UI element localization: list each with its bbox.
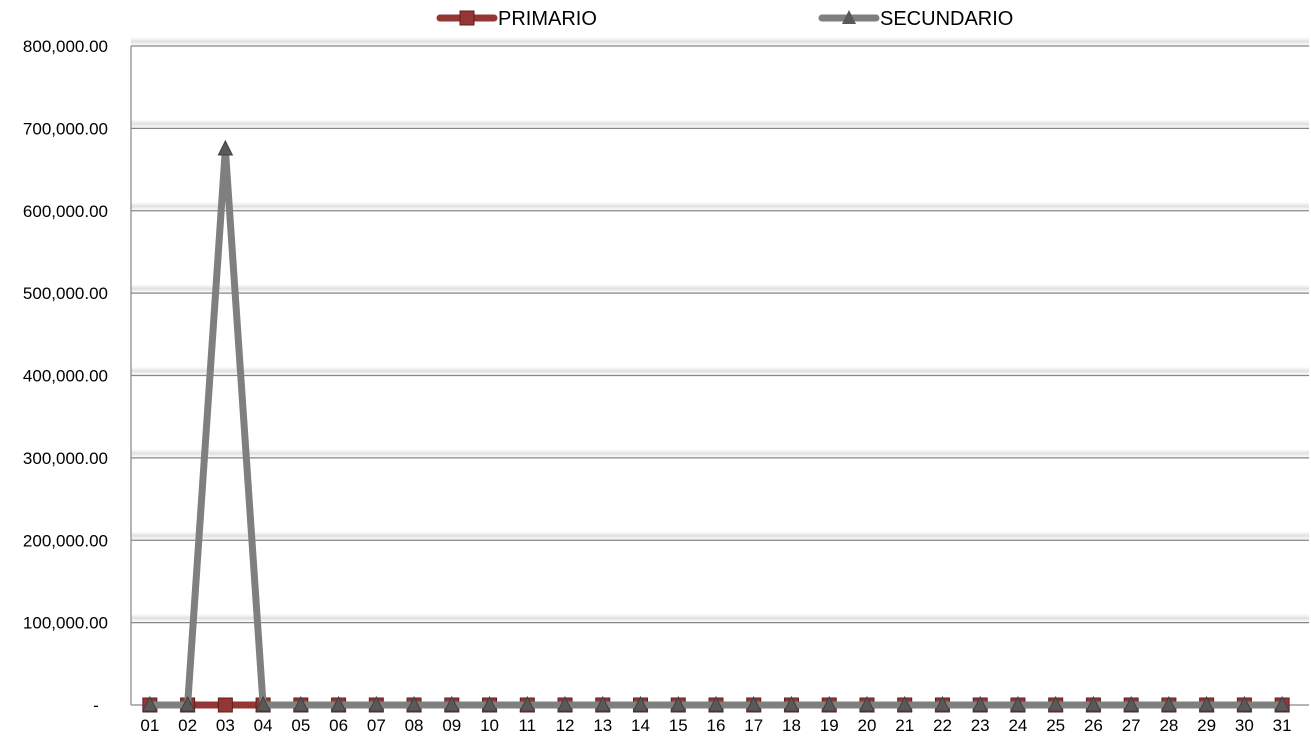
x-tick-label: 31: [1273, 716, 1292, 735]
y-tick-label: 400,000.00: [23, 367, 108, 386]
x-tick-label: 05: [291, 716, 310, 735]
data-point-secundario: [594, 695, 611, 712]
data-point-secundario: [519, 695, 536, 712]
data-point-secundario: [443, 695, 460, 712]
data-point-secundario: [783, 695, 800, 712]
data-point-secundario: [142, 695, 158, 712]
gridline-shadow: [131, 613, 1309, 623]
data-point-secundario: [1010, 695, 1026, 712]
y-axis-tick-labels: - 100,000.00 200,000.00 300,000.00 400,000.0…: [23, 37, 108, 715]
gridline-shadow: [131, 284, 1309, 294]
data-point-secundario: [670, 695, 687, 712]
data-point-secundario: [1085, 695, 1102, 712]
x-tick-label: 03: [216, 716, 235, 735]
data-point-secundario: [217, 139, 234, 156]
data-point-secundario: [255, 695, 271, 712]
data-point-secundario: [821, 695, 838, 712]
data-point-secundario: [1236, 695, 1253, 712]
data-point-secundario: [632, 695, 649, 712]
x-tick-label: 04: [254, 716, 273, 735]
x-tick-label: 23: [971, 716, 990, 735]
y-tick-label: -: [93, 696, 99, 715]
y-tick-label: 200,000.00: [23, 531, 108, 550]
legend: PRIMARIO SECUNDARIO: [436, 8, 1013, 30]
data-point-secundario: [1198, 695, 1215, 712]
data-point-secundario: [896, 695, 913, 712]
x-tick-label: 16: [707, 716, 726, 735]
x-tick-label: 02: [178, 716, 197, 735]
x-tick-label: 21: [895, 716, 914, 735]
gridlines: [131, 37, 1309, 624]
gridline-shadow: [131, 366, 1309, 376]
x-tick-label: 30: [1235, 716, 1254, 735]
data-point-secundario: [708, 695, 724, 712]
data-point-secundario: [1123, 695, 1139, 712]
x-tick-label: 01: [140, 716, 159, 735]
legend-marker-primario: [459, 10, 475, 26]
data-point-secundario: [330, 695, 347, 712]
x-tick-label: 11: [518, 716, 536, 735]
x-tick-label: 29: [1197, 716, 1216, 735]
x-tick-label: 14: [631, 716, 650, 735]
data-point-secundario: [859, 695, 875, 712]
x-tick-label: 08: [405, 716, 424, 735]
x-tick-label: 25: [1046, 716, 1065, 735]
data-point-primario: [217, 697, 233, 713]
y-tick-label: 500,000.00: [23, 284, 108, 303]
y-tick-label: 100,000.00: [23, 614, 108, 633]
y-tick-label: 700,000.00: [23, 119, 108, 138]
x-tick-label: 15: [669, 716, 688, 735]
y-tick-label: 800,000.00: [23, 37, 108, 56]
gridline-shadow: [131, 37, 1309, 46]
y-tick-label: 600,000.00: [23, 202, 108, 221]
gridline-shadow: [131, 201, 1309, 211]
data-point-secundario: [179, 695, 196, 712]
legend-label-secundario: SECUNDARIO: [880, 8, 1013, 30]
x-tick-label: 19: [820, 716, 839, 735]
x-tick-label: 20: [858, 716, 877, 735]
x-tick-label: 18: [782, 716, 801, 735]
x-tick-label: 13: [593, 716, 612, 735]
x-tick-label: 07: [367, 716, 386, 735]
data-point-secundario: [481, 695, 498, 712]
x-tick-label: 26: [1084, 716, 1103, 735]
data-point-secundario: [557, 695, 573, 712]
x-tick-label: 17: [744, 716, 763, 735]
x-tick-label: 12: [556, 716, 575, 735]
x-tick-label: 09: [442, 716, 461, 735]
y-tick-label: 300,000.00: [23, 449, 108, 468]
gridline-shadow: [131, 448, 1309, 458]
x-axis-tick-labels: 01 02 03 04 05 06 07 08 09 10 11 12 13 14 15 16 17 18 19 20…: [140, 716, 1291, 735]
data-point-secundario: [293, 695, 309, 712]
x-tick-label: 27: [1122, 716, 1141, 735]
data-point-secundario: [1161, 695, 1177, 712]
gridline-shadow: [131, 119, 1309, 129]
x-tick-label: 22: [933, 716, 952, 735]
x-tick-label: 28: [1159, 716, 1178, 735]
x-tick-label: 10: [480, 716, 499, 735]
data-point-secundario: [368, 695, 385, 712]
legend-label-primario: PRIMARIO: [498, 8, 597, 30]
data-point-secundario: [934, 695, 951, 712]
data-point-secundario: [745, 695, 762, 712]
data-point-secundario: [406, 695, 422, 712]
series-group: [142, 139, 1290, 713]
data-point-secundario: [1047, 695, 1064, 712]
data-point-secundario: [1274, 695, 1290, 712]
x-tick-label: 06: [329, 716, 348, 735]
data-point-secundario: [972, 695, 989, 712]
legend-marker-secundario: [842, 10, 856, 24]
x-tick-label: 24: [1008, 716, 1027, 735]
gridline-shadow: [131, 531, 1309, 541]
